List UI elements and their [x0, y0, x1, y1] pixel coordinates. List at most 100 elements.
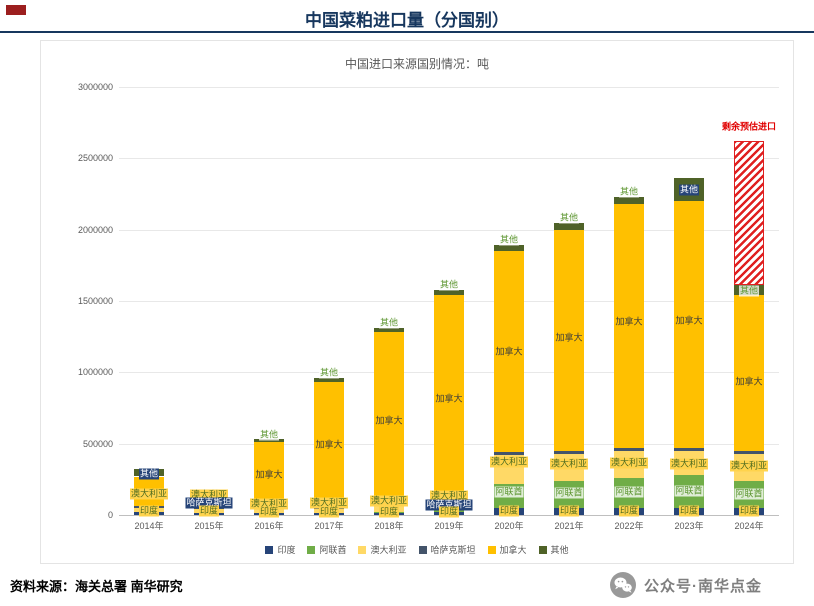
bar-label: 其他	[378, 317, 400, 329]
bar-label: 印度	[558, 505, 580, 517]
y-tick-label: 0	[107, 510, 113, 520]
bar-label: 加拿大	[675, 315, 703, 326]
page-title: 中国菜粕进口量（分国别）	[305, 11, 509, 30]
bar-segment-哈萨克斯坦	[614, 447, 644, 451]
x-tick-label: 2016年	[254, 521, 284, 531]
bar-label: 哈萨克斯坦	[185, 497, 233, 509]
gridline	[119, 229, 779, 231]
y-tick-label: 2500000	[77, 153, 113, 164]
x-tick-label: 2023年	[674, 521, 704, 531]
bar-label: 澳大利亚	[369, 495, 409, 507]
legend-swatch	[487, 545, 496, 554]
legend-swatch	[538, 545, 547, 554]
bar-label: 其他	[678, 184, 700, 196]
bar-label: 加拿大	[555, 332, 583, 343]
legend-item: 阿联酋	[307, 543, 346, 556]
estimated-import-segment	[734, 141, 764, 286]
plot-area: 0 500000 1000000 1500000 2000000 2500000 30000…	[78, 82, 779, 531]
gridline	[119, 87, 779, 88]
chart-subtitle: 中国进口来源国别情况：吨	[344, 57, 489, 71]
legend-item: 澳大利亚	[358, 543, 407, 556]
corner-mark	[6, 5, 26, 15]
bar-label: 澳大利亚	[669, 458, 709, 470]
bar-segment-加拿大	[734, 295, 764, 451]
bar-segment-其他	[434, 289, 464, 296]
x-tick-label: 2020年	[494, 521, 524, 531]
bar-segment-哈萨克斯坦	[674, 447, 704, 451]
bar-segment-加拿大	[494, 251, 524, 453]
legend-label: 阿联酋	[319, 545, 347, 555]
y-tick-label: 1000000	[77, 367, 113, 378]
bar-segment-加拿大	[314, 382, 344, 508]
bar-segment-加拿大	[554, 229, 584, 451]
bar-label: 其他	[558, 212, 580, 224]
bar-segment-加拿大	[674, 201, 704, 448]
x-tick-label: 2017年	[314, 521, 344, 531]
bar-segment-其他	[494, 245, 524, 252]
bar-segment-其他	[374, 328, 404, 333]
bar-label: 加拿大	[375, 415, 403, 426]
bar-label: 其他	[498, 234, 520, 246]
bar-segment-其他	[254, 439, 284, 443]
bar-label: 阿联酋	[614, 486, 644, 498]
bar-segment-哈萨克斯坦	[494, 452, 524, 456]
x-tick-label: 2019年	[434, 521, 464, 531]
bar-label: 印度	[138, 505, 160, 517]
bar-label: 加拿大	[435, 393, 463, 404]
bar-label: 加拿大	[315, 439, 343, 450]
x-tick-label: 2024年	[734, 521, 764, 531]
bar-label: 哈萨克斯坦	[425, 499, 473, 511]
legend-swatch	[358, 545, 367, 554]
bar-segment-加拿大	[374, 332, 404, 506]
bar-label: 印度	[378, 506, 400, 518]
y-tick-label: 1500000	[77, 296, 113, 306]
bar-label: 印度	[438, 506, 460, 518]
bar-segment-其他	[314, 378, 344, 383]
bar-label: 印度	[498, 505, 520, 517]
legend-swatch	[265, 545, 274, 554]
bar-label: 澳大利亚	[429, 490, 469, 502]
legend-item: 哈萨克斯坦	[418, 543, 476, 556]
bar-label: 澳大利亚	[549, 458, 589, 470]
bar-label: 阿联酋	[674, 485, 704, 497]
bar-label: 澳大利亚	[609, 457, 649, 469]
legend-label: 澳大利亚	[370, 545, 407, 555]
bar-label: 澳大利亚	[189, 489, 229, 501]
bar-label: 加拿大	[495, 346, 523, 357]
bar-segment-哈萨克斯坦	[734, 450, 764, 454]
bar-label: 其他	[438, 279, 460, 291]
wechat-account-text: 公众号·南华点金	[644, 577, 762, 595]
bar-label: 阿联酋	[734, 488, 764, 500]
footer: 资料来源：海关总署 南华研究 公众号·南华点金	[0, 572, 814, 598]
gridline	[119, 158, 779, 160]
bar-label: 加拿大	[615, 316, 643, 327]
bar-segment-加拿大	[434, 295, 464, 498]
bar-label: 印度	[198, 505, 220, 517]
bar-label: 其他	[738, 285, 760, 297]
bar-label: 剩余预估进口	[720, 121, 778, 133]
bar-segment-加拿大	[614, 204, 644, 448]
bar-label: 澳大利亚	[489, 456, 529, 468]
x-tick-label: 2018年	[374, 521, 404, 531]
bar-segment-加拿大	[254, 442, 284, 508]
bar-segment-哈萨克斯坦	[554, 450, 584, 454]
wechat-badge: 公众号·南华点金	[610, 572, 762, 598]
bar-segment-其他	[614, 196, 644, 204]
bar-label: 印度	[258, 506, 280, 518]
y-tick-label: 2000000	[77, 224, 113, 235]
chart-frame: 中国进口来源国别情况：吨 0 500000 1000000 1500000 200000…	[40, 40, 794, 564]
legend-label: 其他	[550, 545, 569, 555]
x-tick-label: 2015年	[194, 521, 224, 531]
legend: 印度 阿联酋 澳大利亚 哈萨克斯坦 加拿大 其他	[41, 543, 793, 556]
bar-label: 其他	[318, 367, 340, 379]
bar-label: 印度	[618, 505, 640, 517]
bar-label: 澳大利亚	[129, 488, 169, 500]
bar-label: 印度	[678, 505, 700, 517]
bar-label: 澳大利亚	[309, 497, 349, 509]
x-tick-label: 2014年	[134, 521, 164, 531]
bar-label: 其他	[618, 186, 640, 198]
legend-swatch	[418, 545, 427, 554]
y-tick-label: 500000	[82, 438, 113, 449]
bar-label: 澳大利亚	[729, 460, 769, 472]
